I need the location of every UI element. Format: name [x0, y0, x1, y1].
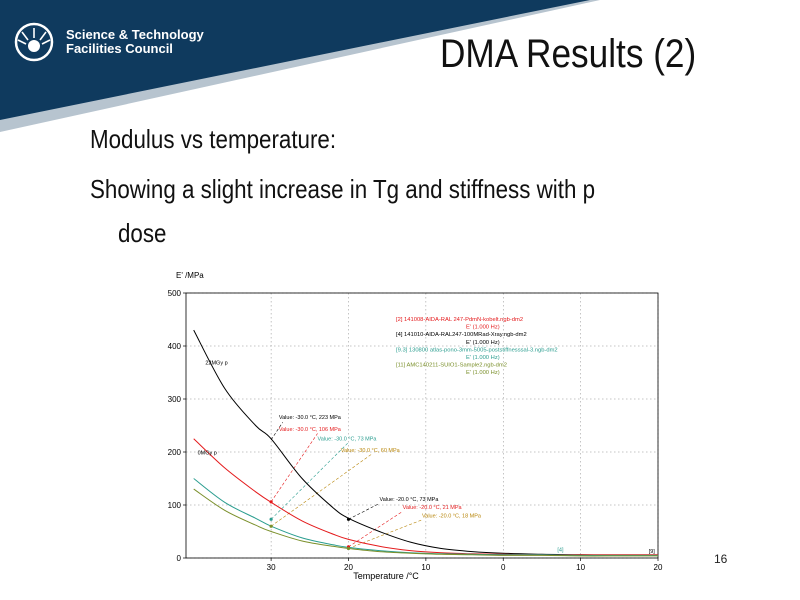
legend-entry: [11] AMC140211-SUIO1-Sample2.ngb-dm2: [396, 363, 507, 369]
annotation-label: Value: -30.0 °C, 60 MPa: [341, 448, 401, 454]
logo-line-2: Facilities Council: [66, 41, 173, 56]
annotation-leader-line: [348, 519, 423, 549]
annotation-label: Value: -20.0 °C, 21 MPa: [403, 505, 463, 511]
body-line-1: Modulus vs temperature:: [90, 124, 337, 154]
y-tick-label: 0: [177, 554, 182, 563]
annotation-leader-line: [270, 433, 318, 502]
data-point-marker: [269, 524, 273, 528]
annotation-leader-line: [348, 503, 380, 520]
annotation-leader-line: [270, 442, 349, 520]
chart-legend: [2] 141008-AIDA-RAL 247-PdmN-kobelt.ngb-…: [396, 317, 558, 376]
y-tick-label: 300: [168, 395, 182, 404]
data-point-marker: [346, 546, 351, 551]
annotation-label: [4]: [557, 548, 564, 554]
y-tick-label: 400: [168, 342, 182, 351]
legend-entry: [4] 141010-AIDA-RAL247-100MRad-Xray.ngb-…: [396, 332, 527, 338]
x-axis-label: Temperature /°C: [353, 571, 419, 581]
y-tick-label: 100: [168, 501, 182, 510]
x-tick-label: 10: [576, 563, 585, 572]
body-line-3: dose: [118, 218, 167, 248]
x-tick-label: 10: [421, 563, 430, 572]
x-tick-label: 20: [344, 563, 353, 572]
annotation-leader-line: [348, 511, 403, 548]
annotation-label: 22MGy p: [205, 361, 227, 367]
y-tick-label: 500: [168, 289, 182, 298]
banner-shape: [0, 0, 590, 120]
header-banner: [0, 0, 600, 132]
body-line-2: Showing a slight increase in Tg and stif…: [90, 174, 596, 204]
data-point-marker: [269, 517, 273, 521]
legend-entry: E' (1.000 Hz): [466, 340, 500, 346]
legend-entry: E' (1.000 Hz): [466, 325, 500, 331]
chart-leaders: [270, 422, 423, 549]
chart-annotations: 22MGy p 0MGy p Value: -30.0 °C, 223 MPa Val…: [198, 361, 656, 556]
legend-entry: E' (1.000 Hz): [466, 370, 500, 376]
legend-entry: [2] 141008-AIDA-RAL 247-PdmN-kobelt.ngb-…: [396, 317, 523, 323]
annotation-label: Value: -30.0 °C, 73 MPa: [318, 436, 378, 442]
x-tick-label: 20: [654, 563, 663, 572]
annotation-leader-line: [270, 453, 372, 527]
annotation-label: [9]: [649, 549, 656, 555]
legend-entry: E' (1.000 Hz): [466, 355, 500, 361]
annotation-label: Value: -30.0 °C, 106 MPa: [279, 427, 342, 433]
page-number: 16: [714, 552, 728, 566]
data-point-marker: [346, 517, 351, 521]
data-point-marker: [269, 500, 273, 504]
stfc-logo: Science & Technology Facilities Council: [14, 20, 244, 64]
annotation-label: 0MGy p: [198, 451, 217, 457]
sunburst-icon: [14, 22, 54, 62]
series-line: [193, 488, 658, 557]
x-tick-label: 0: [501, 563, 506, 572]
annotation-label: Value: -20.0 °C, 18 MPa: [422, 514, 482, 520]
series-line: [193, 478, 658, 556]
annotation-label: Value: -30.0 °C, 223 MPa: [279, 415, 342, 421]
annotation-label: Value: -20.0 °C, 73 MPa: [379, 497, 439, 503]
logo-line-1: Science & Technology: [66, 27, 204, 42]
logo-text: Science & Technology Facilities Council: [66, 28, 204, 56]
x-tick-label: 30: [267, 563, 276, 572]
y-axis-label: E' /MPa: [176, 271, 204, 280]
legend-entry: [9.3] 130800 atlas-pono-3mm-5005-poststi…: [396, 347, 558, 353]
slide-title: DMA Results (2): [440, 32, 697, 76]
annotation-leader-line: [270, 422, 283, 440]
plot-frame: [185, 292, 659, 559]
chart-series: [193, 329, 658, 557]
chart-markers: [269, 500, 351, 551]
y-tick-label: 200: [168, 448, 182, 457]
